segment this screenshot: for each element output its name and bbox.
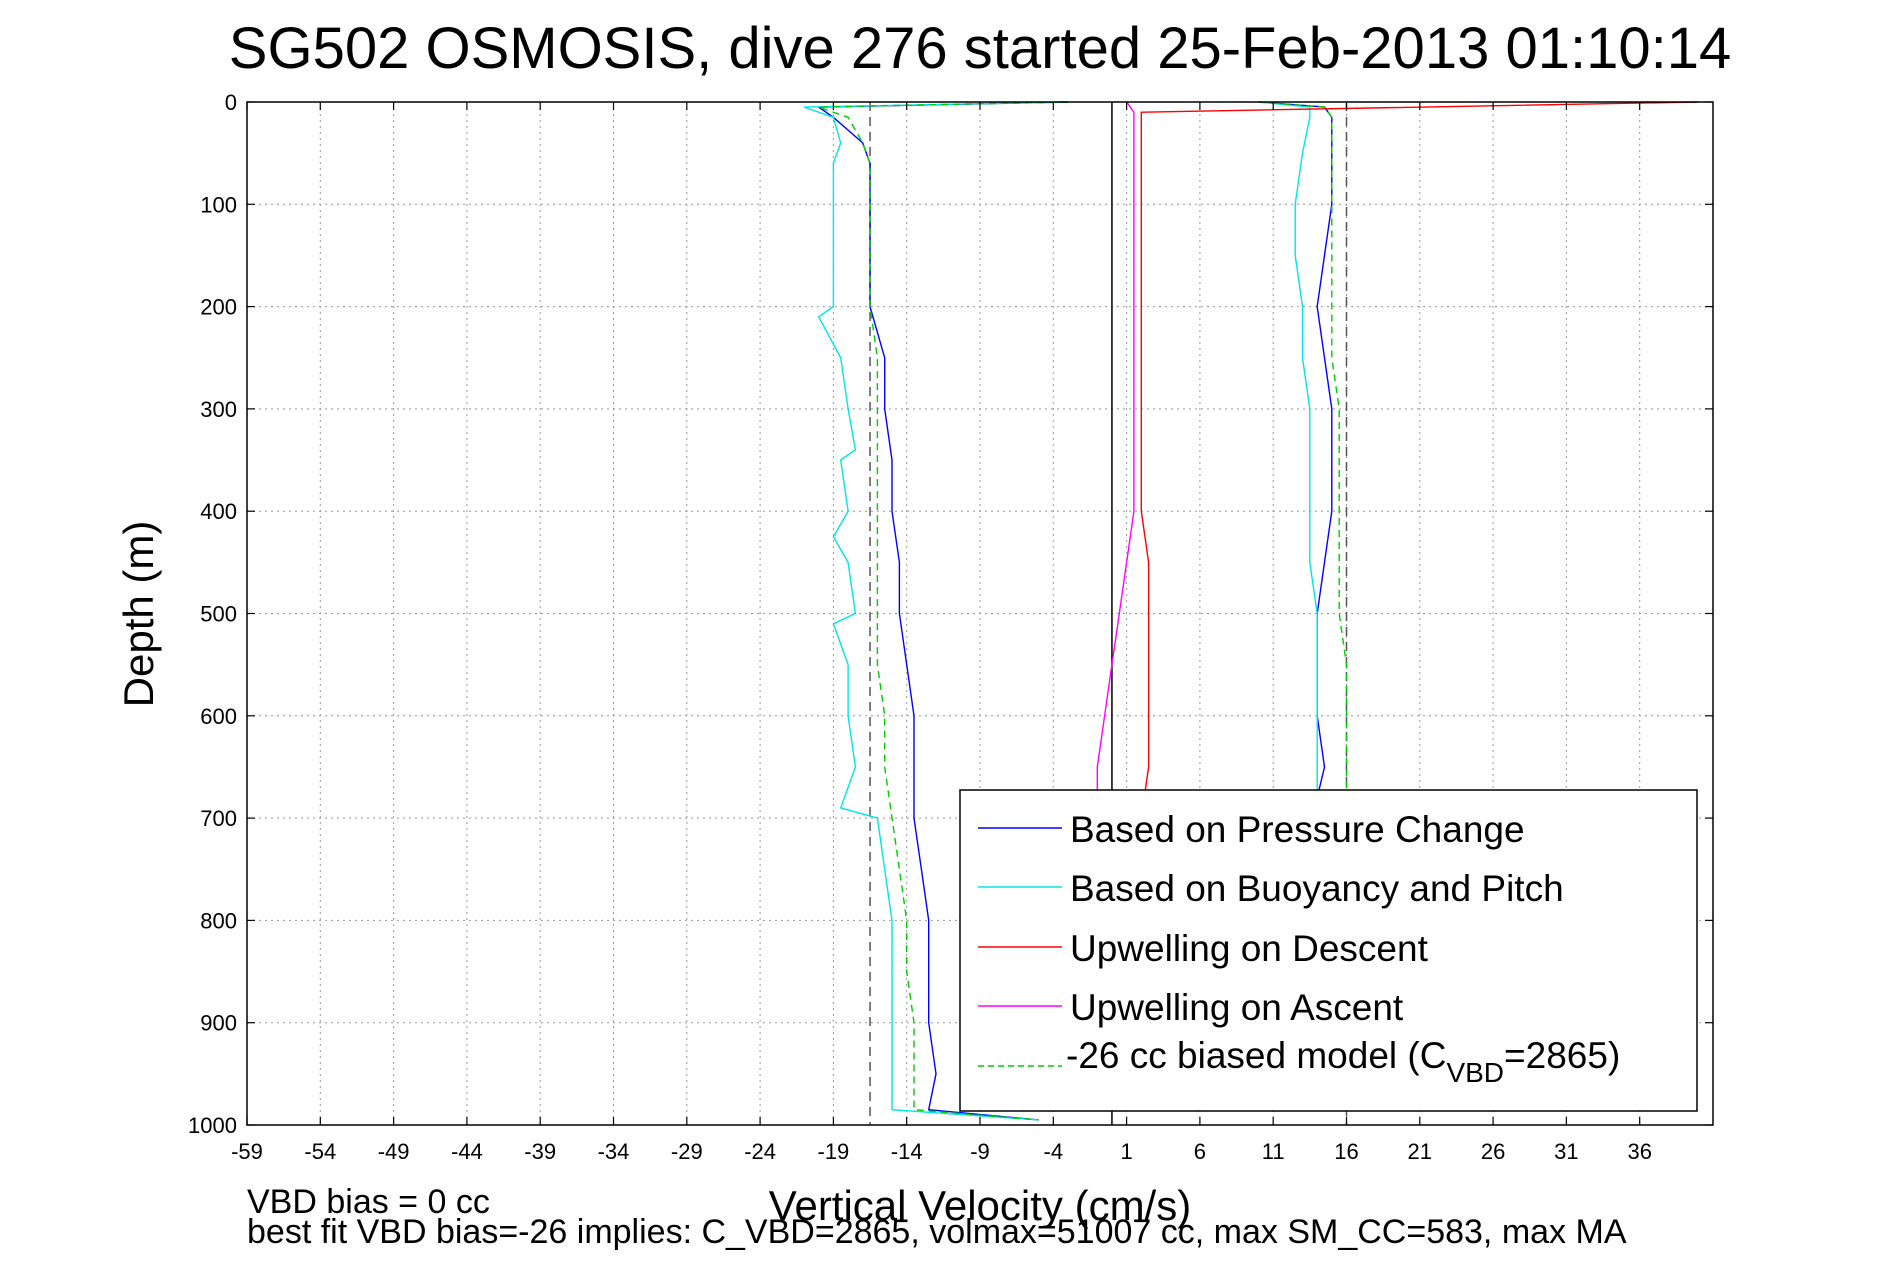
legend-label-model-prefix: -26 cc biased model (C (1066, 1035, 1446, 1076)
series-line (818, 101, 1069, 1121)
x-tick-label: -34 (598, 1139, 630, 1164)
x-tick-label: -49 (378, 1139, 410, 1164)
legend-box (959, 789, 1698, 1112)
x-tick-label: -44 (451, 1139, 483, 1164)
series-line (816, 101, 1069, 1121)
x-tick-label: 16 (1334, 1139, 1358, 1164)
y-tick-label: 0 (225, 90, 237, 115)
legend-label-model: -26 cc biased model (CVBD=2865) (1066, 1035, 1620, 1088)
x-tick-label: -9 (970, 1139, 990, 1164)
x-tick-label: -39 (524, 1139, 556, 1164)
y-tick-label: 400 (200, 499, 237, 524)
x-tick-label: 11 (1262, 1139, 1285, 1164)
y-axis-label: Depth (m) (115, 521, 162, 708)
series-line (1096, 101, 1135, 798)
chart-title: SG502 OSMOSIS, dive 276 started 25-Feb-2… (229, 16, 1731, 81)
y-tick-label: 1000 (188, 1113, 237, 1138)
y-tick-label: 500 (200, 602, 237, 627)
x-tick-label: 31 (1554, 1139, 1578, 1164)
x-tick-label: -19 (818, 1139, 850, 1164)
y-tick-label: 100 (200, 192, 237, 217)
x-tick-label: 26 (1481, 1139, 1505, 1164)
x-tick-label: -24 (744, 1139, 776, 1164)
legend-label-descent: Upwelling on Descent (1070, 928, 1429, 969)
series-line (1258, 101, 1348, 798)
y-ticks: 0 100 200 300 400 500 600 700 800 900 1000 (188, 90, 1713, 1138)
y-tick-label: 200 (200, 295, 237, 320)
y-tick-label: 800 (200, 908, 237, 933)
x-tick-label: 36 (1627, 1139, 1651, 1164)
y-tick-label: 900 (200, 1011, 237, 1036)
series-line (803, 101, 1069, 1121)
x-ticks: -59 -54 -49 -44 -39 -34 -29 -24 -19 -14 -9 -4 1 6 11 16… (231, 102, 1652, 1164)
legend: Based on Pressure Change Based on Buoyan… (959, 789, 1698, 1112)
x-axis-label: Vertical Velocity (cm/s) (769, 1182, 1191, 1229)
x-tick-label: -4 (1044, 1139, 1064, 1164)
y-tick-label: 600 (200, 704, 237, 729)
x-tick-label: -29 (671, 1139, 703, 1164)
data-series (803, 101, 1699, 1121)
x-tick-label: -54 (304, 1139, 336, 1164)
series-line (1258, 101, 1318, 798)
y-tick-label: 700 (200, 806, 237, 831)
legend-label-model-suffix: =2865) (1504, 1035, 1620, 1076)
footer-best-fit: best fit VBD bias=-26 implies: C_VBD=286… (247, 1213, 1627, 1251)
legend-label-model-subscript: VBD (1446, 1057, 1504, 1088)
x-tick-label: -14 (891, 1139, 923, 1164)
legend-label-pressure: Based on Pressure Change (1070, 809, 1525, 850)
x-tick-label: -59 (231, 1139, 263, 1164)
footer-vbd-bias: VBD bias = 0 cc (247, 1183, 490, 1221)
legend-label-ascent: Upwelling on Ascent (1070, 987, 1404, 1028)
x-tick-label: 6 (1194, 1139, 1206, 1164)
legend-label-buoyancy: Based on Buoyancy and Pitch (1070, 868, 1564, 909)
y-tick-label: 300 (200, 397, 237, 422)
x-tick-label: 21 (1408, 1139, 1432, 1164)
series-line (1140, 101, 1699, 819)
x-tick-label: 1 (1120, 1139, 1132, 1164)
